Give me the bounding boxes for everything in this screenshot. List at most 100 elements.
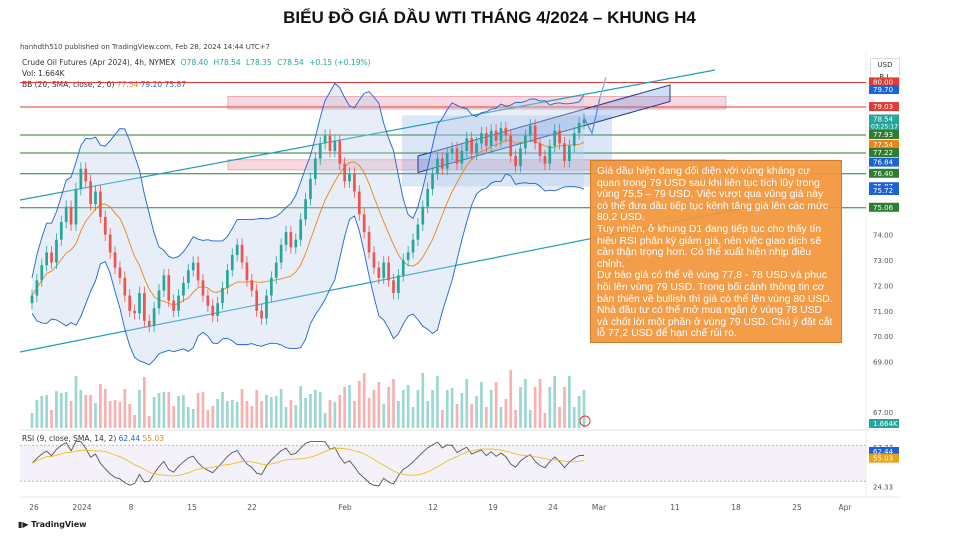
candle-body xyxy=(55,239,58,263)
candle-body xyxy=(274,262,278,278)
candle-body xyxy=(445,153,449,169)
price-label-box xyxy=(869,186,899,196)
volume-bar xyxy=(519,387,522,428)
candle-body xyxy=(362,214,366,233)
candle-body xyxy=(401,260,405,276)
candle-body xyxy=(64,206,68,222)
volume-bar xyxy=(299,386,303,428)
rsi-tick-label: 62.44 xyxy=(873,448,894,456)
volume-bar xyxy=(147,416,151,428)
price-label: 77.93 xyxy=(873,131,893,139)
volume-bar xyxy=(577,396,581,428)
candle-body xyxy=(572,133,576,146)
candle-body xyxy=(563,143,566,162)
y-tick-label: 71.00 xyxy=(873,308,893,316)
candle-body xyxy=(284,232,288,245)
bb-legend[interactable]: BB (20, SMA, close, 2, 0) 77.54 79.20 75… xyxy=(22,80,186,89)
symbol-legend: Crude Oil Futures (Apr 2024), 4h, NYMEX … xyxy=(22,58,374,67)
volume-bar xyxy=(74,376,78,428)
candle-body xyxy=(84,168,88,182)
rsi-legend[interactable]: RSI (9, close, SMA, 14, 2) 62.44 55.03 xyxy=(22,434,164,443)
volume-bar xyxy=(152,397,156,428)
ohlc-high: H78.54 xyxy=(213,58,241,67)
volume-bar xyxy=(94,403,97,428)
currency-menu-label: B.I. xyxy=(879,73,891,81)
candle-body xyxy=(152,308,156,326)
volume-bar xyxy=(509,370,513,428)
candle-body xyxy=(421,206,425,225)
volume-bar xyxy=(279,389,283,428)
volume-bar xyxy=(206,410,210,428)
candle-body xyxy=(548,145,552,164)
symbol-name[interactable]: Crude Oil Futures (Apr 2024), 4h, NYMEX xyxy=(22,58,176,67)
volume-bar xyxy=(265,395,268,428)
candle-body xyxy=(226,270,229,288)
candle-body xyxy=(74,188,78,225)
candle-body xyxy=(494,130,498,141)
price-label-box xyxy=(869,85,899,95)
volume-bar xyxy=(372,390,376,428)
x-tick-label: 19 xyxy=(488,503,498,512)
candle-body xyxy=(113,252,117,268)
rsi-tick-label: 24.33 xyxy=(873,483,893,491)
candle-body xyxy=(475,143,478,154)
candle-body xyxy=(338,140,342,164)
x-tick-label: 8 xyxy=(129,503,134,512)
analysis-annotation: Giá dầu hiện đang đối diện với vùng khán… xyxy=(590,160,842,343)
candle-body xyxy=(582,119,586,124)
rsi-ma-line xyxy=(31,447,585,477)
candle-body xyxy=(216,303,219,316)
volume-bar xyxy=(309,394,312,428)
candle-body xyxy=(323,135,327,144)
price-label: 76.40 xyxy=(873,170,893,178)
y-tick-label: 73.00 xyxy=(873,257,893,265)
rsi-label-box xyxy=(869,453,899,463)
volume-bar xyxy=(548,387,552,428)
price-label: 79.70 xyxy=(873,86,893,94)
bollinger-basis-line xyxy=(31,139,585,306)
volume-bar xyxy=(118,402,122,428)
candle-body xyxy=(40,265,44,281)
volume-bar xyxy=(289,400,293,428)
candle-body xyxy=(553,130,557,146)
price-label: 76.84 xyxy=(873,159,894,167)
rsi-label: RSI (9, close, SMA, 14, 2) xyxy=(22,434,117,443)
ohlc-low: L78.35 xyxy=(246,58,272,67)
volume-bar xyxy=(582,389,586,428)
volume-bar xyxy=(103,389,107,428)
candle-body xyxy=(221,287,224,304)
volume-bar xyxy=(484,407,488,428)
candle-body xyxy=(348,173,351,182)
volume-legend[interactable]: Vol: 1.664K xyxy=(22,69,65,78)
volume-bar xyxy=(572,407,576,428)
candle-body xyxy=(177,295,180,311)
price-label: 1.664K xyxy=(873,420,898,428)
candle-body xyxy=(108,234,112,253)
candle-body xyxy=(255,290,259,311)
price-label-box xyxy=(869,419,899,428)
candle-body xyxy=(367,232,371,253)
volume-bar xyxy=(397,401,400,428)
candle-body xyxy=(357,191,361,215)
candle-body xyxy=(250,280,254,291)
bb-upper: 79.20 xyxy=(140,80,163,89)
volume-bar xyxy=(284,407,288,428)
volume-bar xyxy=(318,392,322,428)
candle-body xyxy=(299,219,303,240)
volume-bar xyxy=(167,392,171,428)
candle-body xyxy=(206,295,210,306)
volume-bar xyxy=(455,404,459,428)
volume-bar xyxy=(489,390,493,428)
volume-bar xyxy=(59,393,63,428)
price-label-box xyxy=(869,147,899,157)
volume-bar xyxy=(353,401,356,428)
rsi-tick-label: 55.03 xyxy=(873,455,893,463)
candle-body xyxy=(382,262,386,278)
volume-bar xyxy=(421,373,425,428)
tradingview-logo-icon: ▮▶ xyxy=(18,520,29,529)
candle-body xyxy=(343,163,346,182)
candle-body xyxy=(313,158,317,179)
rsi-line xyxy=(31,441,585,487)
candle-body xyxy=(128,295,132,311)
